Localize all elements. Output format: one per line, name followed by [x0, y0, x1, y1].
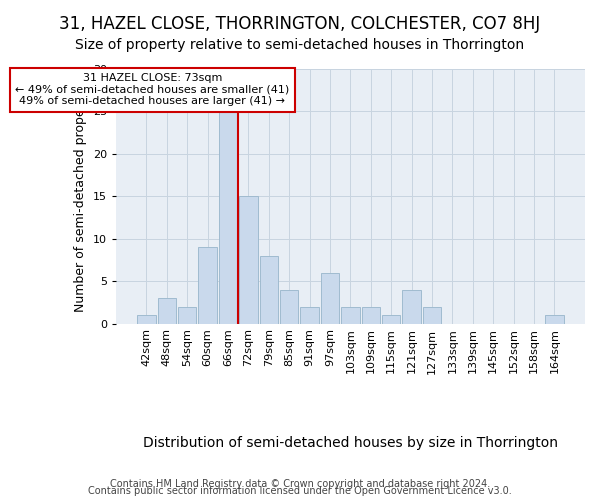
Bar [403, 290, 421, 324]
Bar [545, 315, 563, 324]
Bar [260, 256, 278, 324]
Text: Contains public sector information licensed under the Open Government Licence v3: Contains public sector information licen… [88, 486, 512, 496]
Bar [423, 306, 441, 324]
Bar [178, 306, 196, 324]
Bar [362, 306, 380, 324]
Bar [219, 112, 237, 324]
Bar [199, 247, 217, 324]
Bar [137, 315, 155, 324]
Text: 31 HAZEL CLOSE: 73sqm
← 49% of semi-detached houses are smaller (41)
49% of semi: 31 HAZEL CLOSE: 73sqm ← 49% of semi-deta… [16, 73, 290, 106]
Bar [280, 290, 298, 324]
Bar [301, 306, 319, 324]
Bar [341, 306, 359, 324]
Y-axis label: Number of semi-detached properties: Number of semi-detached properties [74, 80, 87, 312]
Text: Contains HM Land Registry data © Crown copyright and database right 2024.: Contains HM Land Registry data © Crown c… [110, 479, 490, 489]
Text: Size of property relative to semi-detached houses in Thorrington: Size of property relative to semi-detach… [76, 38, 524, 52]
Bar [158, 298, 176, 324]
Bar [239, 196, 257, 324]
Text: 31, HAZEL CLOSE, THORRINGTON, COLCHESTER, CO7 8HJ: 31, HAZEL CLOSE, THORRINGTON, COLCHESTER… [59, 15, 541, 33]
X-axis label: Distribution of semi-detached houses by size in Thorrington: Distribution of semi-detached houses by … [143, 436, 558, 450]
Bar [382, 315, 400, 324]
Bar [321, 272, 339, 324]
